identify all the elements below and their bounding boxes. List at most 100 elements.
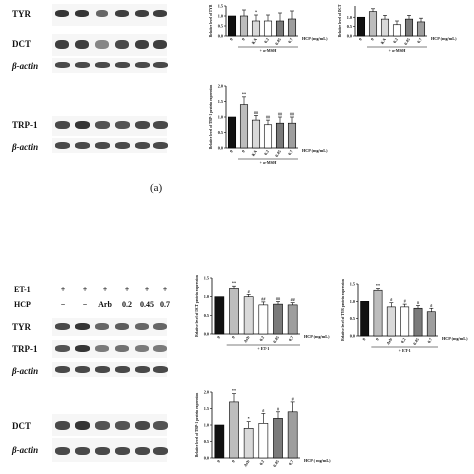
blot-band xyxy=(115,345,129,352)
header-mark: 0.45 xyxy=(140,300,154,309)
bar xyxy=(400,306,410,337)
blot-band xyxy=(95,345,109,352)
x-tick-label: 0.2 xyxy=(258,459,265,466)
header-mark: Arb xyxy=(98,300,112,309)
x-axis-note: HCP (mg/mL) xyxy=(442,336,468,341)
blot-label-b-dct: DCT xyxy=(12,421,32,431)
blot-band xyxy=(54,366,70,373)
x-tick-label: 0 xyxy=(228,37,233,41)
blot-band xyxy=(153,345,167,352)
bar xyxy=(243,427,254,459)
y-tick-label: 0.5 xyxy=(204,439,209,444)
blot-band xyxy=(134,366,150,373)
y-tick-label: 2.0 xyxy=(218,84,223,89)
bar xyxy=(263,124,273,149)
bar xyxy=(258,423,269,459)
bar xyxy=(251,20,261,37)
header-mark: 0.7 xyxy=(160,300,170,309)
x-tick-label: 0.7 xyxy=(287,37,294,44)
blot-a-actin2 xyxy=(52,138,167,153)
blot-band xyxy=(114,142,130,149)
header-mark: 0.2 xyxy=(122,300,132,309)
blot-band xyxy=(75,10,89,17)
blot-a-tyr xyxy=(52,4,167,26)
y-tick-label: 1.0 xyxy=(350,299,355,304)
blot-band xyxy=(135,345,149,352)
x-tick-label: 0.2 xyxy=(400,337,407,344)
significance-mark: ** xyxy=(232,281,236,286)
blot-band xyxy=(74,323,90,330)
header-hcp-label: HCP xyxy=(14,300,31,309)
bar xyxy=(275,20,285,37)
blot-label-b-trp1: TRP-1 xyxy=(12,344,38,354)
bar xyxy=(386,306,396,337)
significance-mark: ** xyxy=(232,388,236,393)
x-tick-label: Arb xyxy=(385,336,393,345)
bar xyxy=(273,418,283,459)
x-tick-label: 0.2 xyxy=(258,335,265,342)
header-mark: + xyxy=(82,285,88,294)
blot-label-b-actin2: β-actin xyxy=(12,445,39,455)
blot-band xyxy=(74,421,90,430)
blot-band xyxy=(54,62,70,68)
bar xyxy=(413,307,423,337)
bar xyxy=(273,303,283,335)
blot-band xyxy=(94,62,110,68)
x-tick-label: 0 xyxy=(216,459,221,463)
blot-band xyxy=(74,345,90,352)
blot-band xyxy=(152,142,168,149)
x-tick-label: 0.45 xyxy=(412,337,420,346)
bar xyxy=(360,301,370,337)
bar xyxy=(287,18,297,37)
blot-band xyxy=(115,323,129,330)
blot-band xyxy=(55,10,69,17)
significance-mark: ** xyxy=(376,283,380,288)
x-tick-label: 0.7 xyxy=(287,149,294,156)
x-tick-label: 0.2 xyxy=(263,37,270,44)
significance-mark: ## xyxy=(291,297,296,302)
x-tick-label: 0 xyxy=(357,37,362,41)
header-mark: + xyxy=(124,285,130,294)
x-tick-label: 0 xyxy=(240,149,245,153)
x-tick-label: KA xyxy=(250,37,257,45)
blot-band xyxy=(152,421,168,430)
significance-mark: ## xyxy=(278,112,283,117)
y-tick-label: 0.0 xyxy=(347,34,352,39)
x-tick-label: 0 xyxy=(240,37,245,41)
blot-band xyxy=(94,421,110,430)
blot-band xyxy=(94,121,110,129)
blot-band xyxy=(75,40,89,49)
y-tick-label: 0.5 xyxy=(350,316,355,321)
bar xyxy=(227,116,237,149)
y-tick-label: 0.0 xyxy=(350,334,355,339)
blot-band xyxy=(115,40,129,49)
header-mark: + xyxy=(60,285,66,294)
x-tick-label: 0.7 xyxy=(416,37,423,44)
blot-band xyxy=(54,142,70,149)
blot-a-dct xyxy=(52,34,167,56)
x-tick-label: Arb xyxy=(243,334,251,343)
significance-mark: # xyxy=(248,289,251,294)
blot-band xyxy=(94,366,110,373)
significance-mark: ## xyxy=(254,110,259,115)
y-tick-label: 1.5 xyxy=(350,282,355,287)
y-tick-label: 0.5 xyxy=(347,24,352,29)
y-tick-label: 1.0 xyxy=(204,423,209,428)
significance-mark: * xyxy=(248,416,250,421)
y-axis-label: Relative level of TYR xyxy=(209,4,213,37)
y-axis-label: Relative level of TRP-1 protein expressi… xyxy=(209,85,213,149)
blot-band xyxy=(54,121,70,129)
treatment-label: + α-MSH xyxy=(389,48,406,53)
x-tick-label: 0.45 xyxy=(274,37,282,46)
x-tick-label: 0.45 xyxy=(403,37,411,46)
bar xyxy=(243,296,254,335)
blot-band xyxy=(152,62,168,68)
header-mark: + xyxy=(102,285,108,294)
y-tick-label: 1.0 xyxy=(204,294,209,299)
y-axis-label: Relative level of DCT protein expression xyxy=(195,275,199,337)
significance-mark: # xyxy=(430,303,433,308)
x-axis-note: HCP (mg/mL) xyxy=(302,148,328,153)
significance-mark: # xyxy=(390,297,393,302)
blot-band xyxy=(134,421,150,430)
bar xyxy=(275,122,285,149)
